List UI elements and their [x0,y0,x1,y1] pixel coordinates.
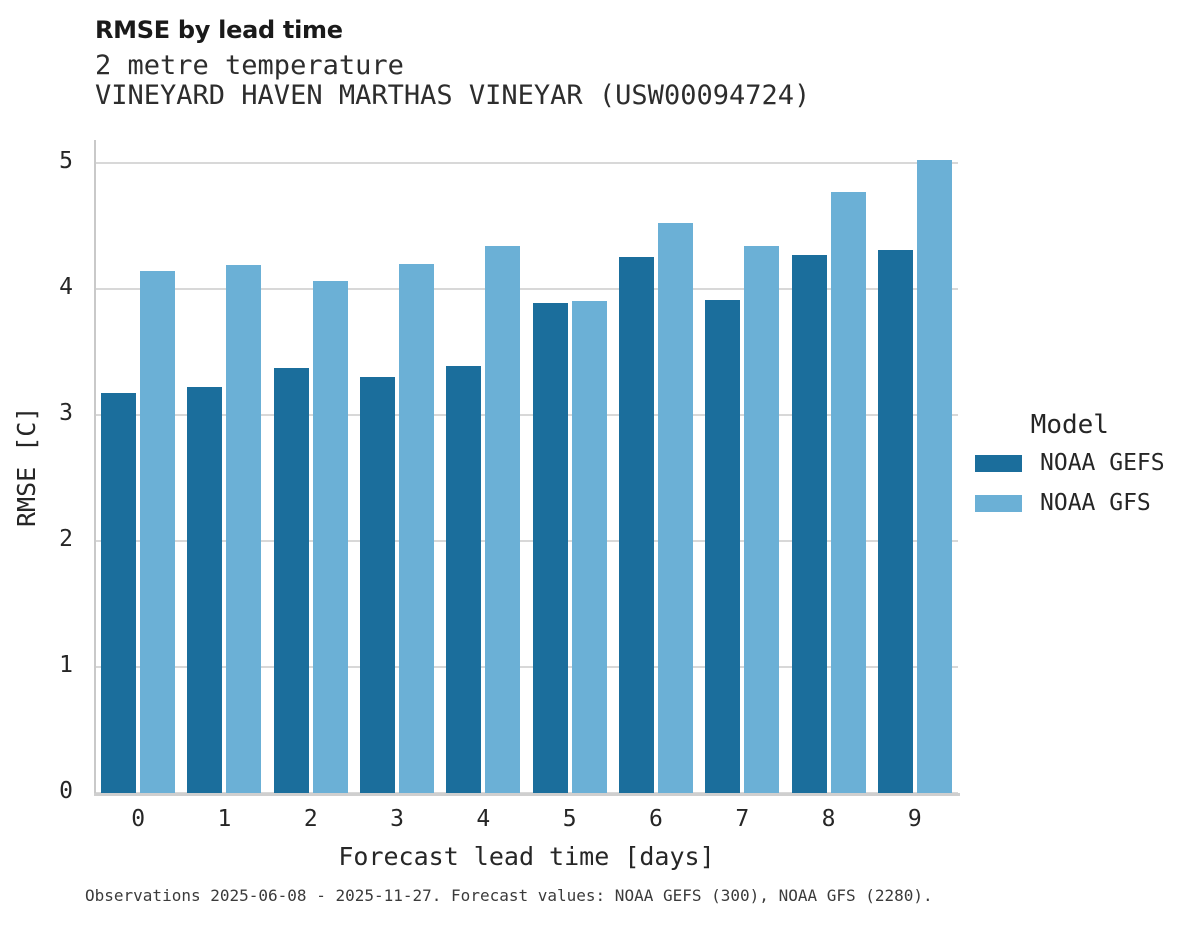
footnote-caption: Observations 2025-06-08 - 2025-11-27. Fo… [85,886,933,905]
bar-noaa-gefs-lead-7 [705,300,741,793]
x-tick-label: 1 [217,806,232,832]
bar-noaa-gfs-lead-7 [744,245,780,793]
x-axis-line [94,793,960,796]
bar-noaa-gfs-lead-4 [485,245,521,793]
x-tick-label: 8 [821,806,836,832]
y-tick-label: 0 [59,778,73,804]
legend-swatch-noaa-gefs [975,454,1022,472]
x-tick-label: 4 [476,806,491,832]
gridline-y-4 [95,287,958,290]
bar-noaa-gefs-lead-2 [273,368,309,793]
bar-noaa-gfs-lead-1 [226,264,262,793]
legend-swatch-noaa-gfs [975,494,1022,512]
legend: Model NOAA GEFS NOAA GFS [975,410,1165,530]
bar-noaa-gefs-lead-0 [101,393,137,793]
legend-entry-noaa-gfs: NOAA GFS [975,490,1165,516]
y-axis-title: RMSE [C] [12,406,41,527]
chart-title: RMSE by lead time [95,16,343,44]
legend-entries: NOAA GEFS NOAA GFS [975,450,1165,516]
gridline-y-2 [95,539,958,542]
chart-subtitle-variable: 2 metre temperature [95,50,404,81]
x-tick-label: 5 [562,806,577,832]
bar-noaa-gefs-lead-3 [360,377,396,793]
bar-noaa-gfs-lead-0 [140,271,176,793]
y-axis-line [94,140,96,796]
x-tick-label: 2 [303,806,318,832]
y-tick-label: 5 [59,147,73,174]
bar-noaa-gefs-lead-9 [877,249,913,793]
gridline-y-5 [95,161,958,164]
bar-noaa-gefs-lead-5 [532,302,568,793]
x-tick-label: 3 [390,806,404,832]
legend-entry-noaa-gefs: NOAA GEFS [975,450,1165,476]
x-axis-title: Forecast lead time [days] [338,842,715,871]
y-tick-label: 3 [59,399,73,426]
plot-area [95,140,958,794]
gridline-y-3 [95,413,958,416]
legend-label-noaa-gfs: NOAA GFS [1040,490,1151,516]
bar-noaa-gfs-lead-3 [399,263,435,793]
legend-label-noaa-gefs: NOAA GEFS [1040,450,1165,476]
y-tick-label: 2 [59,525,73,552]
bar-noaa-gefs-lead-6 [618,257,654,793]
x-tick-label: 6 [649,806,663,832]
bar-noaa-gfs-lead-5 [571,301,607,793]
x-tick-label: 9 [907,806,922,832]
chart-subtitle-station: VINEYARD HAVEN MARTHAS VINEYAR (USW00094… [95,80,811,111]
legend-title: Model [1030,410,1109,440]
y-tick-label: 1 [59,651,73,678]
bar-noaa-gfs-lead-2 [312,281,348,793]
bar-noaa-gefs-lead-4 [446,365,482,793]
bar-noaa-gfs-lead-6 [657,223,693,793]
bar-noaa-gfs-lead-8 [830,191,866,793]
gridline-y-1 [95,665,958,668]
y-tick-label: 4 [59,273,73,300]
x-tick-label: 7 [735,806,750,832]
x-tick-label: 0 [131,806,146,832]
bar-noaa-gefs-lead-1 [187,387,223,793]
bar-noaa-gfs-lead-9 [916,160,952,793]
bar-noaa-gefs-lead-8 [791,254,827,793]
